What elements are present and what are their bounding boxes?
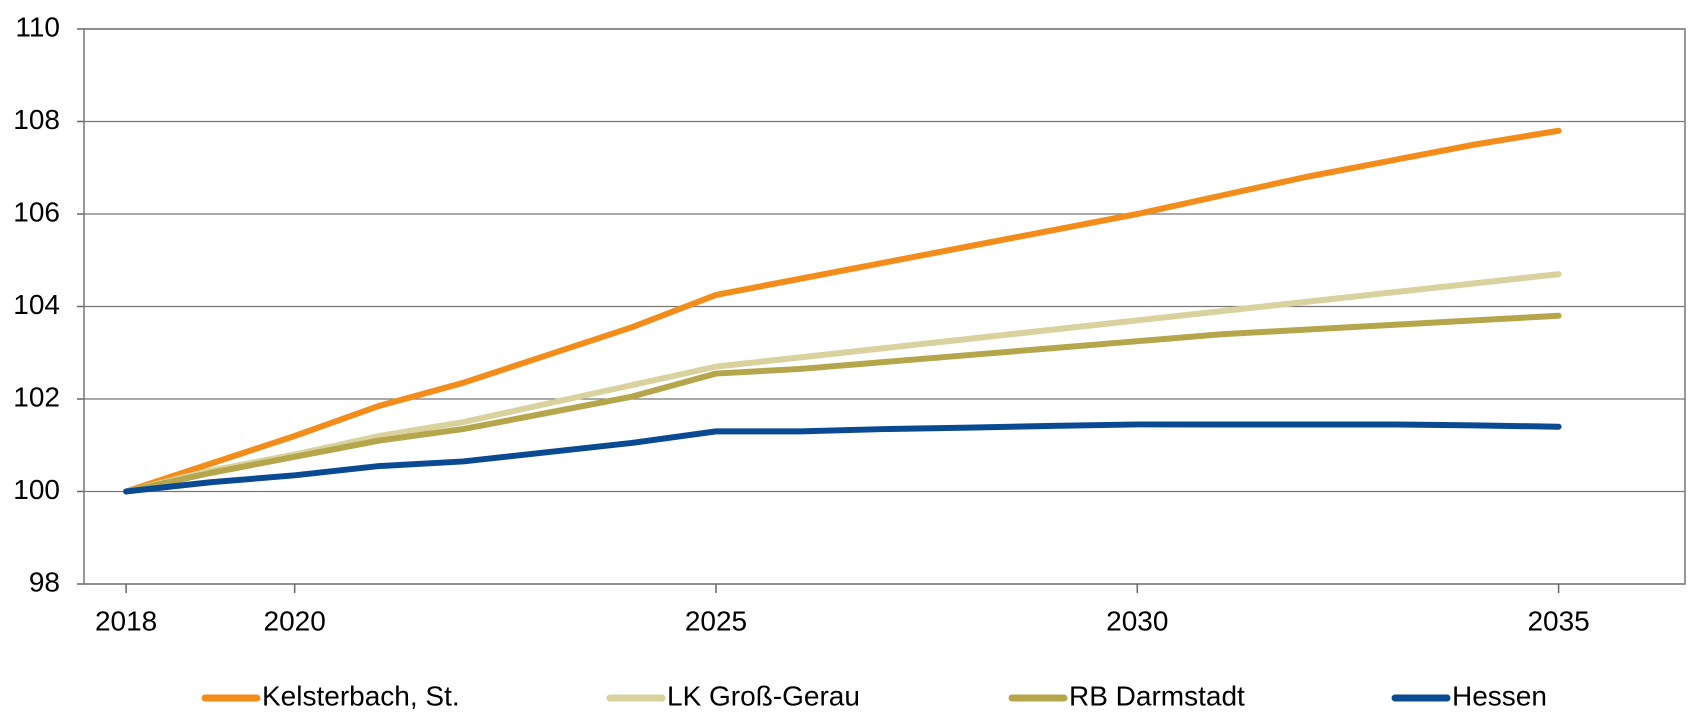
y-tick-label: 104	[13, 289, 60, 320]
series-line	[123, 271, 1562, 495]
plot-frame	[83, 28, 1686, 585]
x-tick-label: 2030	[1106, 605, 1168, 636]
series-line	[123, 312, 1562, 495]
y-tick-label: 108	[13, 104, 60, 135]
x-tick-label: 2018	[95, 605, 157, 636]
legend-label: Hessen	[1452, 680, 1547, 711]
y-tick-label: 106	[13, 196, 60, 227]
legend-label: RB Darmstadt	[1069, 680, 1245, 711]
x-tick-label: 2025	[685, 605, 747, 636]
series-line	[123, 127, 1562, 495]
y-tick-label: 98	[29, 566, 60, 597]
legend-label: LK Groß-Gerau	[667, 680, 860, 711]
y-tick-label: 100	[13, 474, 60, 505]
y-tick-label: 110	[15, 11, 60, 42]
series-line	[123, 421, 1562, 495]
y-tick-label: 102	[13, 381, 60, 412]
x-tick-label: 2020	[264, 605, 326, 636]
legend-label: Kelsterbach, St.	[262, 680, 460, 711]
x-tick-label: 2035	[1527, 605, 1589, 636]
